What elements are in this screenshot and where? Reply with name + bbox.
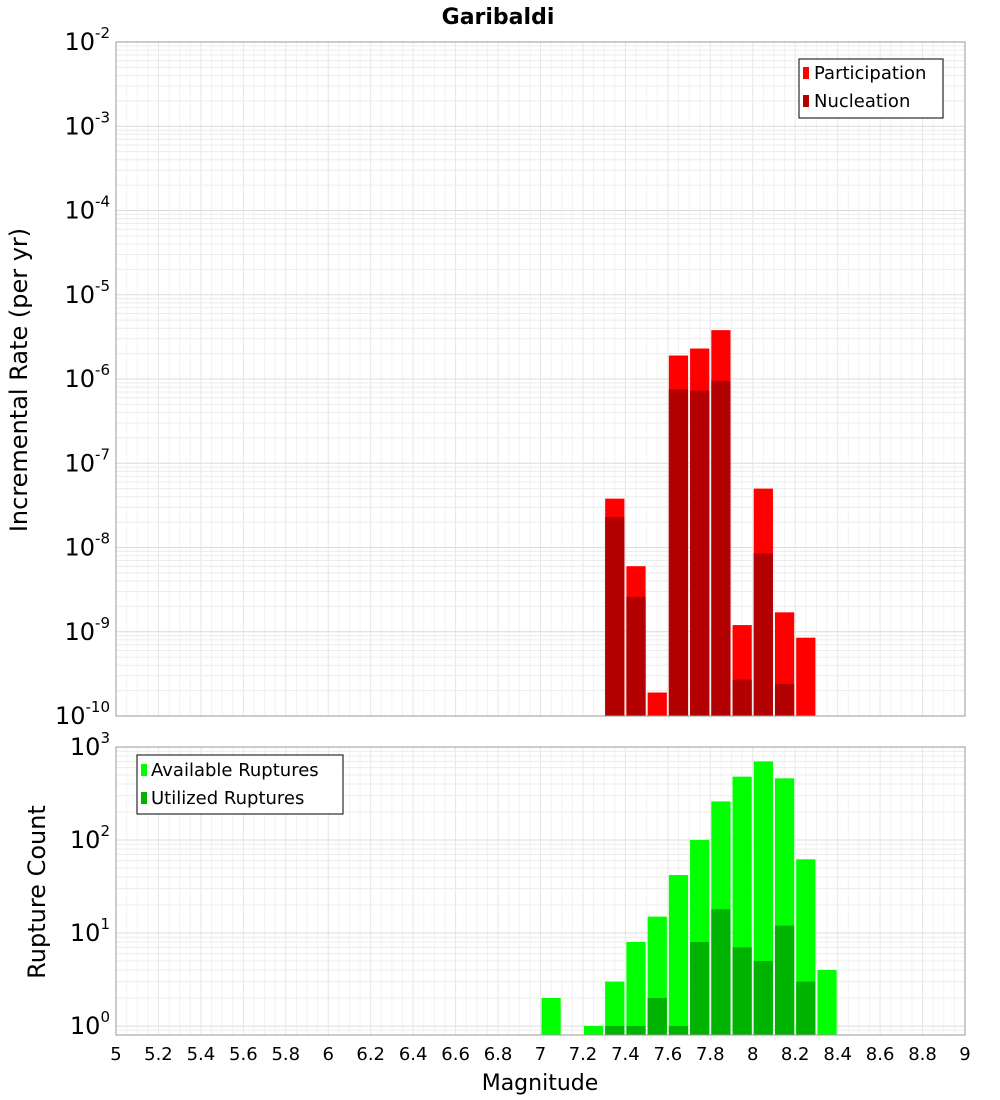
x-axis-label: Magnitude — [482, 1071, 599, 1096]
bar-nucleation — [774, 683, 795, 716]
bar-utilized-ruptures — [711, 909, 731, 1035]
x-tick-label: 9 — [959, 1044, 970, 1065]
bar-utilized-ruptures — [753, 960, 773, 1035]
bottom-legend-box — [136, 754, 344, 815]
bottom-panel: 100 101 102 103 5 5.2 5.4 5.6 5.8 6 6.2 6.4 6.6 6.8 7… — [23, 729, 971, 1096]
y-tick-label: 10-4 — [64, 193, 110, 225]
bar-available-ruptures — [668, 875, 689, 1035]
bar-utilized-ruptures — [626, 1025, 646, 1035]
bar-utilized-ruptures — [668, 1025, 689, 1035]
y-tick-label: 10-7 — [64, 445, 110, 477]
x-tick-label: 5.8 — [271, 1044, 300, 1065]
x-tick-label: 5 — [110, 1044, 121, 1065]
y-tick-label: 10-6 — [64, 361, 110, 393]
x-tick-label: 6.8 — [484, 1044, 513, 1065]
top-y-axis-label: Incremental Rate (per yr) — [5, 228, 33, 532]
x-tick-label: 7.4 — [611, 1044, 640, 1065]
legend-swatch-nucleation — [803, 95, 809, 107]
y-tick-label: 102 — [70, 822, 110, 854]
legend-label-nucleation: Nucleation — [814, 91, 910, 112]
bar-nucleation — [605, 517, 625, 716]
legend-label-utilized-ruptures: Utilized Ruptures — [151, 788, 304, 809]
bar-utilized-ruptures — [647, 997, 667, 1035]
chart-title: Garibaldi — [442, 5, 555, 30]
x-tick-label: 8 — [747, 1044, 758, 1065]
bar-nucleation — [626, 596, 646, 716]
x-tick-label: 5.6 — [229, 1044, 258, 1065]
y-tick-label: 10-9 — [64, 614, 110, 646]
x-tick-label: 8.6 — [866, 1044, 895, 1065]
bar-available-ruptures — [626, 942, 646, 1035]
bottom-y-axis-label: Rupture Count — [23, 805, 51, 979]
bar-participation — [647, 692, 667, 716]
bottom-legend: Available Ruptures Utilized Ruptures — [136, 754, 344, 815]
top-bars — [605, 330, 816, 716]
top-y-tick-labels: 10-10 10-9 10-8 10-7 10-6 10-5 10-4 10-3 10-2 — [55, 24, 110, 730]
legend-swatch-participation — [803, 67, 809, 79]
legend-swatch-utilized-ruptures — [141, 792, 147, 804]
y-tick-label: 103 — [70, 729, 110, 761]
bottom-y-tick-labels: 100 101 102 103 — [70, 729, 110, 1040]
x-tick-label: 6.2 — [356, 1044, 385, 1065]
bar-available-ruptures — [605, 981, 625, 1035]
bar-utilized-ruptures — [732, 947, 752, 1035]
bar-nucleation — [732, 679, 752, 716]
bar-available-ruptures — [541, 997, 561, 1035]
y-tick-label: 10-3 — [64, 108, 110, 140]
x-tick-label: 8.4 — [823, 1044, 852, 1065]
x-tick-labels: 5 5.2 5.4 5.6 5.8 6 6.2 6.4 6.6 6.8 7 7.2 7.4 7.6 7.8 8… — [110, 1044, 970, 1065]
bar-participation — [796, 637, 816, 716]
bottom-plot-frame — [115, 746, 966, 1036]
top-gridlines — [115, 42, 966, 717]
bar-available-ruptures — [583, 1025, 604, 1035]
x-tick-label: 6 — [323, 1044, 334, 1065]
y-tick-label: 100 — [70, 1008, 110, 1040]
x-tick-label: 6.4 — [399, 1044, 428, 1065]
bar-nucleation — [668, 389, 689, 716]
bottom-bars — [541, 761, 837, 1035]
bar-utilized-ruptures — [796, 981, 816, 1035]
bar-nucleation — [753, 553, 773, 716]
legend-label-participation: Participation — [814, 63, 926, 84]
y-tick-label: 10-2 — [64, 24, 110, 56]
top-panel: 10-10 10-9 10-8 10-7 10-6 10-5 10-4 10-3 10-2 In… — [5, 24, 966, 730]
bar-available-ruptures — [817, 969, 837, 1035]
x-tick-label: 6.6 — [441, 1044, 470, 1065]
bar-utilized-ruptures — [605, 1025, 625, 1035]
bar-nucleation — [690, 390, 710, 716]
bar-utilized-ruptures — [690, 942, 710, 1035]
y-tick-label: 10-8 — [64, 530, 110, 562]
x-tick-label: 5.2 — [144, 1044, 173, 1065]
x-tick-label: 7 — [535, 1044, 546, 1065]
bar-utilized-ruptures — [774, 925, 795, 1035]
top-legend-box — [798, 58, 944, 119]
y-tick-label: 101 — [70, 915, 110, 947]
x-tick-label: 8.2 — [781, 1044, 810, 1065]
x-tick-label: 7.8 — [696, 1044, 725, 1065]
x-tick-label: 5.4 — [187, 1044, 216, 1065]
x-tick-label: 8.8 — [908, 1044, 937, 1065]
x-tick-label: 7.6 — [654, 1044, 683, 1065]
y-tick-label: 10-10 — [55, 698, 110, 730]
top-legend: Participation Nucleation — [798, 58, 944, 119]
top-plot-frame — [115, 41, 966, 717]
bar-nucleation — [711, 380, 731, 716]
bottom-gridlines — [115, 747, 966, 1036]
x-tick-label: 7.2 — [569, 1044, 598, 1065]
y-tick-label: 10-5 — [64, 277, 110, 309]
legend-swatch-available-ruptures — [141, 764, 147, 776]
legend-label-available-ruptures: Available Ruptures — [151, 760, 319, 781]
